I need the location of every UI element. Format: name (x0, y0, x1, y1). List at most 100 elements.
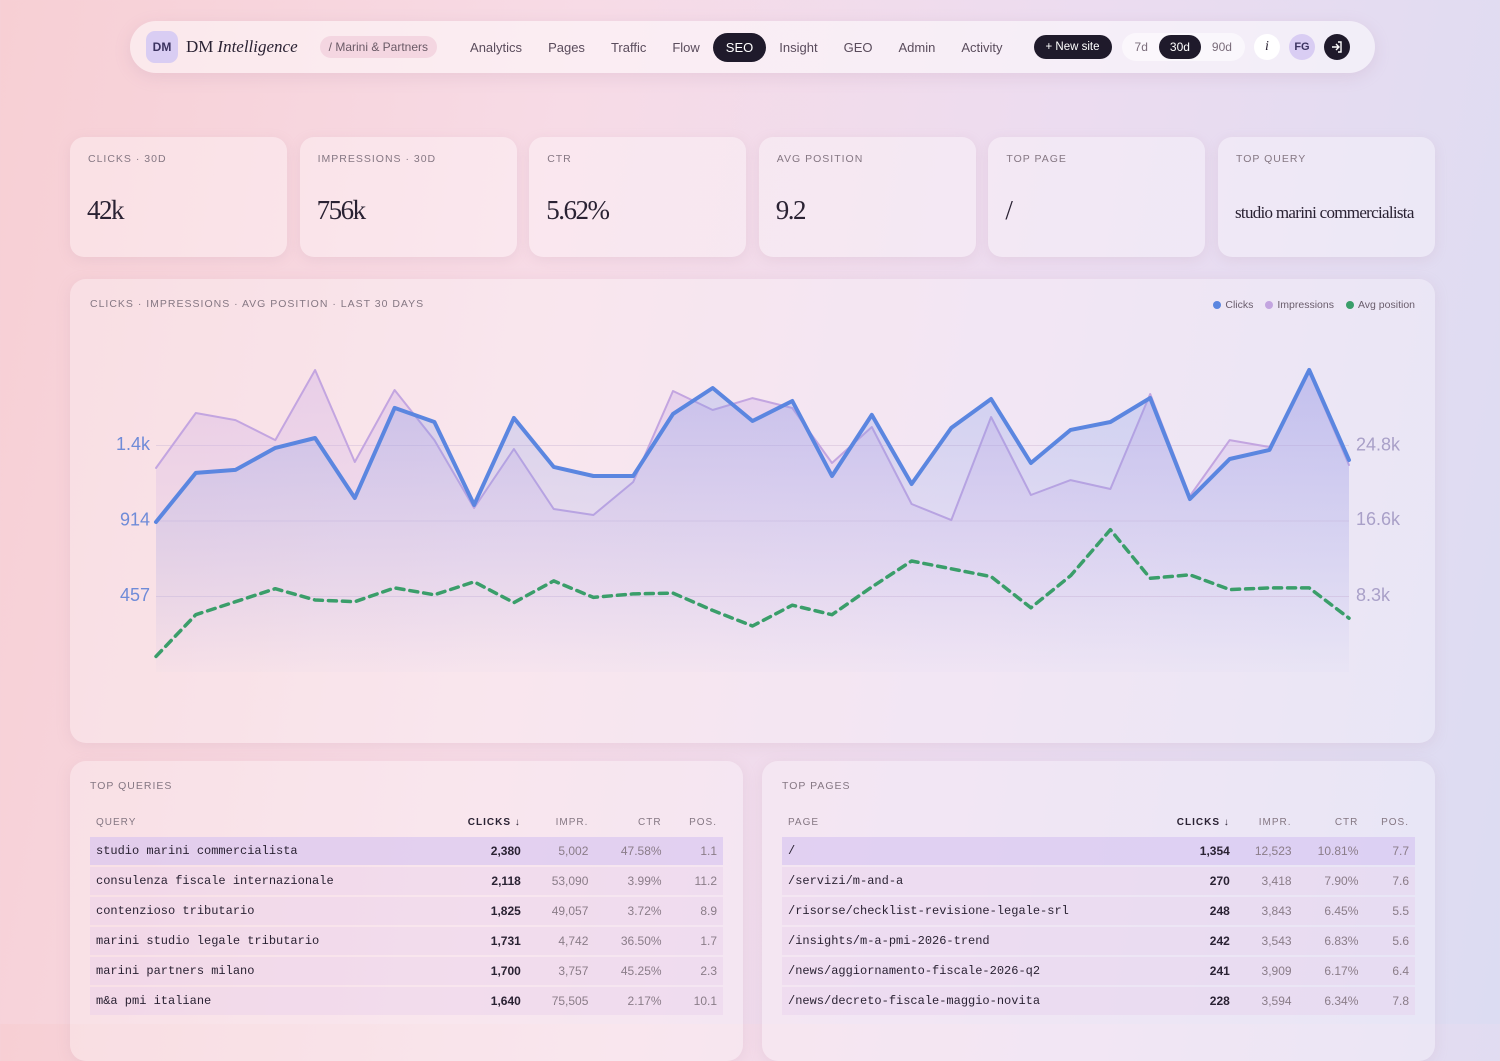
logo[interactable]: DM (146, 31, 178, 63)
kpi-value: 9.2 (775, 195, 807, 225)
table-row[interactable]: /risorse/checklist-revisione-legale-srl 2… (782, 897, 1415, 925)
y-tick-label: 457 (120, 585, 150, 605)
nav-item[interactable]: Analytics (470, 39, 523, 55)
column-header[interactable]: CLICKS ↓ (467, 816, 521, 828)
table-cell: 53,090 (526, 867, 595, 895)
y-tick-label: 914 (120, 510, 150, 530)
table-row[interactable]: studio marini commercialista 2,380 5,002 47… (90, 837, 723, 865)
table-row[interactable]: marini studio legale tributario 1,731 4,74… (90, 927, 723, 955)
table-cell: 5.6 (1364, 927, 1415, 955)
table-cell: 241 (1153, 957, 1236, 985)
area (156, 369, 1349, 672)
table-row[interactable]: marini partners milano 1,700 3,757 45.25% 2.… (90, 957, 723, 985)
nav-item[interactable]: SEO (712, 32, 767, 62)
line (154, 367, 1351, 524)
top-nav: DM DM Intelligence / Marini & Partners An… (130, 21, 1375, 73)
table-cell: 45.25% (594, 957, 668, 985)
table-row[interactable]: consulenza fiscale internazionale 2,118 53… (90, 867, 723, 895)
table-row[interactable]: /1,354 12,523 10.81% 7.7 (782, 837, 1415, 865)
column-header: POS. (689, 816, 717, 828)
table-cell: 47.58% (594, 837, 668, 865)
nav-item[interactable]: Admin (898, 39, 936, 55)
legend-swatch (1213, 301, 1222, 309)
range-option[interactable]: 7d (1134, 40, 1148, 54)
legend-item: Impressions (1265, 299, 1334, 311)
table-cell: marini partners milano (90, 957, 437, 985)
nav-item[interactable]: Flow (672, 39, 700, 55)
column-header[interactable]: CLICKS ↓ (1176, 816, 1230, 828)
workspace[interactable]: / Marini & Partners (319, 36, 438, 58)
table-cell: m&a pmi italiane (90, 987, 437, 1015)
table-cell: /risorse/checklist-revisione-legale-srl (782, 897, 1154, 925)
table-cell: 2.3 (667, 957, 723, 985)
table-cell: 270 (1153, 867, 1236, 895)
kpi-value: 42k (87, 195, 125, 225)
table-row[interactable]: m&a pmi italiane 1,640 75,505 2.17% 10.1 (90, 987, 723, 1015)
column-header: IMPR. (1258, 816, 1292, 828)
legend-label: Impressions (1277, 299, 1334, 311)
kpi-value: 756k (316, 195, 367, 225)
table-cell: 5.5 (1364, 897, 1415, 925)
table-cell: 3,418 (1235, 867, 1298, 895)
column-header: QUERY (96, 816, 137, 828)
new-site-button[interactable]: + New site (1033, 35, 1112, 59)
nav-item[interactable]: Pages (548, 39, 585, 55)
y2-tick-label: 16.6k (1356, 509, 1401, 529)
table-cell: 1,354 (1153, 837, 1236, 865)
header-row: PAGE CLICKS ↓ IMPR. CTR POS. (782, 809, 1415, 835)
table-row[interactable]: /servizi/m-and-a 270 3,418 7.90% 7.6 (782, 867, 1415, 895)
info-button[interactable]: i (1253, 34, 1280, 60)
table-cell: 248 (1153, 897, 1236, 925)
table-cell: 11.2 (667, 867, 723, 895)
table-row[interactable]: /news/aggiornamento-fiscale-2026-q2 241 3,… (782, 957, 1415, 985)
table-cell: 3.72% (594, 897, 668, 925)
table-cell: 12,523 (1235, 837, 1298, 865)
header-row: QUERY CLICKS ↓ IMPR. CTR POS. (90, 809, 723, 835)
top-queries-table: QUERY CLICKS ↓ IMPR. CTR POS. studio marini c… (90, 807, 723, 1017)
table-cell: 8.9 (667, 897, 723, 925)
table-cell: / (782, 837, 1154, 865)
logout-icon (1331, 41, 1342, 53)
table-row[interactable]: contenzioso tributario 1,825 49,057 3.72% 8.… (90, 897, 723, 925)
table-cell: 3.99% (594, 867, 668, 895)
table-cell: 2,380 (436, 837, 527, 865)
table-cell: 4,742 (526, 927, 595, 955)
kpi-card: TOP PAGE / (988, 137, 1206, 257)
table-cell: 75,505 (526, 987, 595, 1015)
table-title: TOP PAGES (782, 780, 851, 792)
kpi-label: TOP PAGE (1006, 153, 1067, 165)
y-tick-label: 1.4k (116, 434, 151, 454)
kpi-value: / (1005, 195, 1013, 225)
table-cell: 6.17% (1297, 957, 1365, 985)
chart-card: CLICKS · IMPRESSIONS · AVG POSITION · LA… (70, 279, 1435, 743)
y2-tick-label: 24.8k (1356, 434, 1401, 454)
table-cell: consulenza fiscale internazionale (90, 867, 437, 895)
nav-item[interactable]: GEO (843, 39, 873, 55)
table-row[interactable]: /news/decreto-fiscale-maggio-novita 228 3,… (782, 987, 1415, 1015)
table-cell: 6.45% (1297, 897, 1365, 925)
kpi-card: TOP QUERY studio marini commercialista (1218, 137, 1435, 257)
nav-item[interactable]: Insight (779, 39, 818, 55)
range-switch: 7d 30d 90d (1121, 33, 1245, 61)
table-cell: 6.4 (1364, 957, 1415, 985)
range-option[interactable]: 90d (1211, 40, 1232, 54)
top-pages-table: PAGE CLICKS ↓ IMPR. CTR POS. /1,354 12,523 10.8… (782, 807, 1415, 1017)
logout-button[interactable] (1323, 34, 1350, 60)
nav-item[interactable]: Activity (961, 39, 1003, 55)
table-cell: 6.83% (1297, 927, 1365, 955)
table-row[interactable]: /insights/m-a-pmi-2026-trend 242 3,543 6.83… (782, 927, 1415, 955)
kpi-card: AVG POSITION 9.2 (758, 137, 976, 257)
user-avatar[interactable]: FG (1288, 34, 1315, 60)
kpi-card: IMPRESSIONS · 30D 756k (299, 137, 517, 257)
kpi-label: AVG POSITION (776, 153, 864, 165)
column-header: PAGE (788, 816, 820, 828)
table-cell: 3,843 (1235, 897, 1298, 925)
range-option[interactable]: 30d (1158, 35, 1201, 59)
table-cell: 3,757 (526, 957, 595, 985)
table-cell: 1,825 (436, 897, 527, 925)
kpi-label: CTR (547, 153, 572, 165)
table-cell: /insights/m-a-pmi-2026-trend (782, 927, 1154, 955)
nav-item[interactable]: Traffic (610, 39, 647, 55)
legend-item: Clicks (1213, 299, 1253, 311)
table-cell: 1.7 (667, 927, 723, 955)
